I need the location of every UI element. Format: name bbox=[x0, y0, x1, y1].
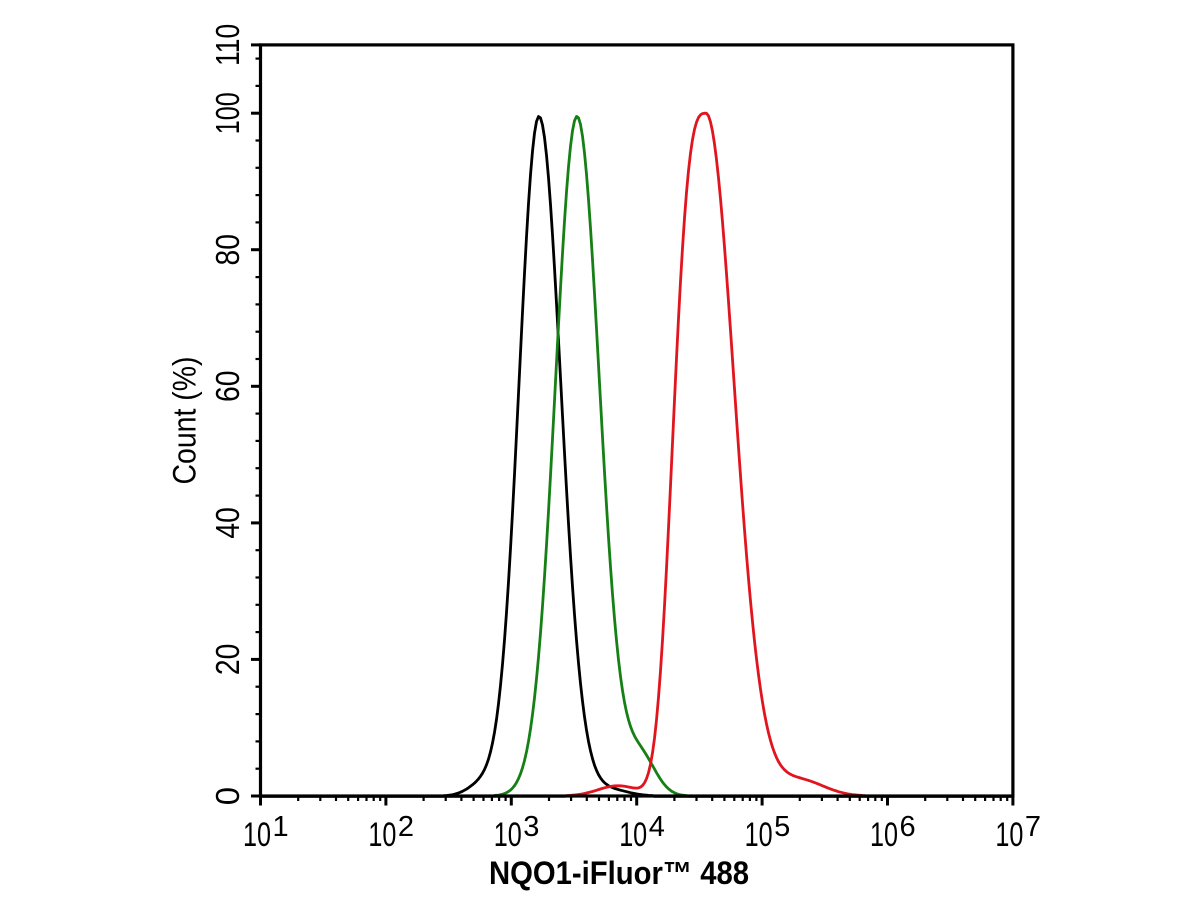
svg-text:40: 40 bbox=[209, 507, 246, 539]
svg-text:10: 10 bbox=[995, 816, 1023, 854]
svg-text:2: 2 bbox=[398, 811, 414, 843]
svg-text:10: 10 bbox=[619, 816, 647, 854]
svg-text:10: 10 bbox=[870, 816, 898, 854]
svg-text:NQO1-iFluor™ 488: NQO1-iFluor™ 488 bbox=[489, 855, 749, 891]
svg-text:4: 4 bbox=[649, 811, 665, 843]
svg-text:3: 3 bbox=[523, 811, 539, 843]
svg-text:60: 60 bbox=[209, 371, 246, 403]
svg-text:10: 10 bbox=[745, 816, 773, 854]
svg-text:7: 7 bbox=[1025, 811, 1041, 843]
svg-text:Count (%): Count (%) bbox=[167, 357, 203, 485]
svg-text:5: 5 bbox=[774, 811, 790, 843]
svg-text:10: 10 bbox=[243, 816, 271, 854]
svg-text:0: 0 bbox=[209, 787, 246, 805]
svg-text:10: 10 bbox=[494, 816, 522, 854]
svg-text:10: 10 bbox=[368, 816, 396, 854]
svg-text:100: 100 bbox=[209, 92, 246, 134]
svg-text:1: 1 bbox=[273, 811, 289, 843]
svg-text:20: 20 bbox=[209, 644, 246, 676]
svg-text:80: 80 bbox=[209, 234, 246, 266]
svg-text:6: 6 bbox=[900, 811, 916, 843]
svg-text:110: 110 bbox=[209, 24, 246, 66]
